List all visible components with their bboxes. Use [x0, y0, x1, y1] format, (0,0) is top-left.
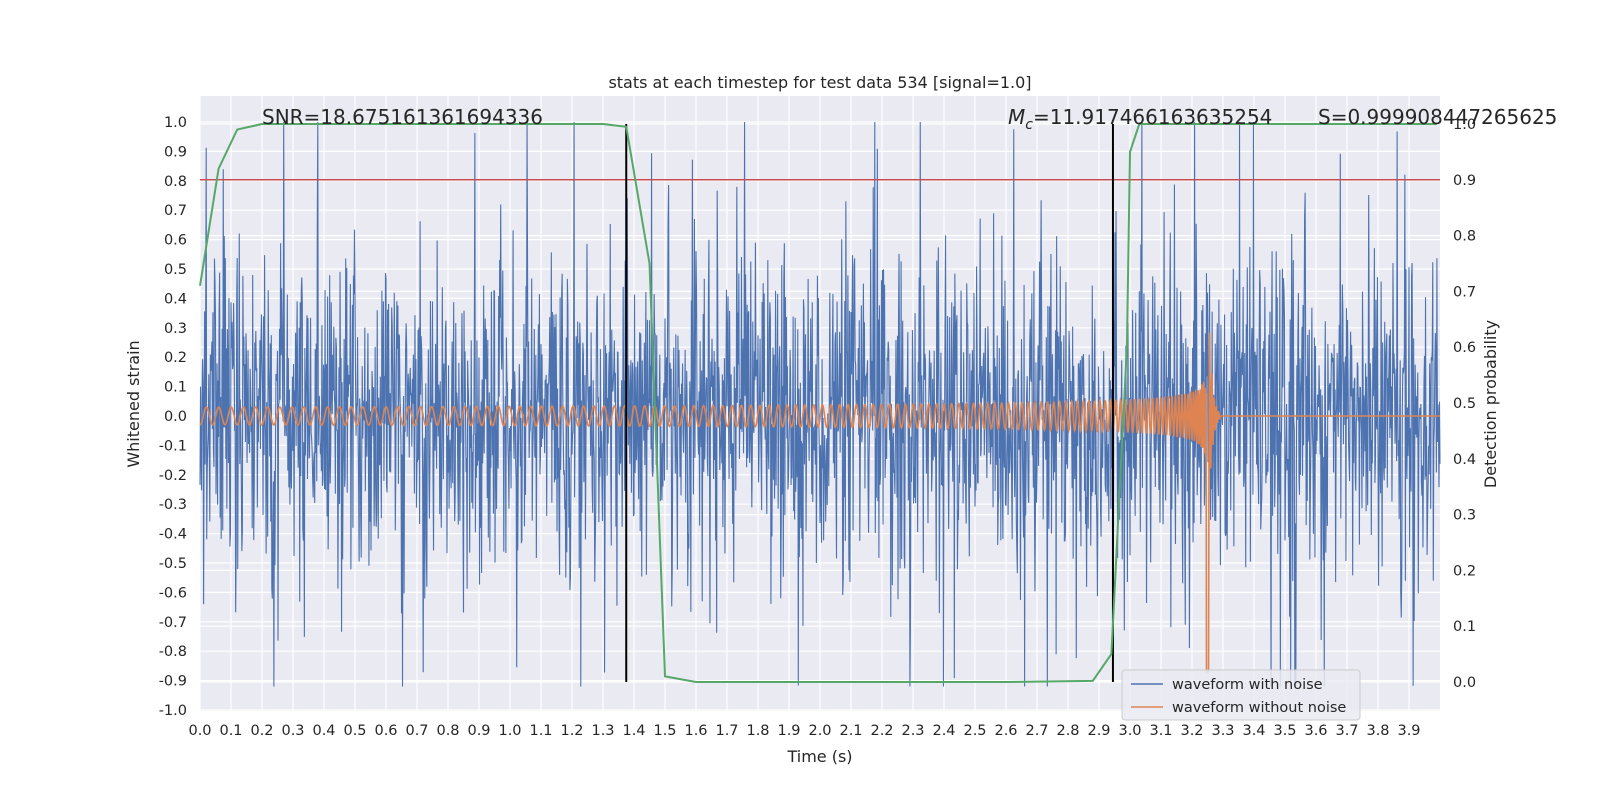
- y-tick-label: 0.0: [164, 409, 187, 425]
- y-right-tick-label: 0.1: [1453, 619, 1476, 635]
- x-tick-label: 0.0: [188, 723, 211, 739]
- y-tick-label: -0.8: [159, 644, 187, 660]
- y-right-tick-label: 0.0: [1453, 675, 1476, 691]
- x-tick-label: 2.4: [932, 723, 955, 739]
- y-right-tick-label: 0.6: [1453, 340, 1476, 356]
- x-tick-label: 2.5: [963, 723, 986, 739]
- y-tick-label: -0.6: [159, 585, 187, 601]
- x-tick-label: 0.7: [405, 723, 428, 739]
- x-tick-label: 3.3: [1211, 723, 1234, 739]
- series-layer: [199, 121, 1441, 687]
- x-tick-label: 3.1: [1149, 723, 1172, 739]
- x-tick-label: 2.6: [994, 723, 1017, 739]
- y-tick-label: 0.1: [164, 380, 187, 396]
- y-tick-label: 0.4: [164, 291, 187, 307]
- x-tick-label: 3.0: [1118, 723, 1141, 739]
- x-tick-label: 3.6: [1304, 723, 1327, 739]
- x-tick-label: 1.2: [560, 723, 583, 739]
- x-tick-label: 1.8: [746, 723, 769, 739]
- y-right-tick-label: 0.3: [1453, 508, 1476, 524]
- x-tick-label: 2.7: [1025, 723, 1048, 739]
- y-right-tick-label: 0.9: [1453, 173, 1476, 189]
- y-right-tick-label: 0.2: [1453, 563, 1476, 579]
- x-tick-label: 3.4: [1242, 723, 1265, 739]
- x-tick-label: 1.5: [653, 723, 676, 739]
- chirp-mass-annotation: Mc=11.917466163635254: [1008, 105, 1272, 133]
- y-right-tick-label: 0.5: [1453, 396, 1476, 412]
- x-tick-label: 1.9: [777, 723, 800, 739]
- mc-subscript: c: [1025, 117, 1033, 133]
- y-tick-label: 1.0: [164, 115, 187, 131]
- x-tick-label: 3.2: [1180, 723, 1203, 739]
- y-tick-label: -0.2: [159, 468, 187, 484]
- x-tick-label: 2.8: [1056, 723, 1079, 739]
- x-tick-label: 0.9: [467, 723, 490, 739]
- legend-box: [1121, 669, 1361, 721]
- y-tick-label: -1.0: [159, 703, 187, 719]
- mc-value: =11.917466163635254: [1033, 105, 1272, 129]
- y-tick-label: -0.7: [159, 615, 187, 631]
- x-tick-label: 0.1: [219, 723, 242, 739]
- y-tick-label: 0.6: [164, 233, 187, 249]
- x-tick-label: 1.0: [498, 723, 521, 739]
- y-tick-label: 0.5: [164, 262, 187, 278]
- x-tick-label: 3.8: [1366, 723, 1389, 739]
- x-tick-label: 2.9: [1087, 723, 1110, 739]
- y-tick-label: 0.2: [164, 350, 187, 366]
- clean-waveform-line: [199, 332, 1440, 673]
- y-right-tick-label: 1.0: [1453, 117, 1476, 133]
- x-tick-label: 1.4: [622, 723, 645, 739]
- snr-annotation: SNR=18.675161361694336: [262, 105, 543, 129]
- x-tick-label: 0.6: [374, 723, 397, 739]
- y-right-tick-label: 0.4: [1453, 452, 1476, 468]
- mc-symbol: M: [1008, 105, 1025, 129]
- y-tick-label: 0.7: [164, 203, 187, 219]
- x-tick-label: 1.1: [529, 723, 552, 739]
- y-axis-right-label: Detection probability: [1481, 320, 1500, 488]
- y-tick-label: 0.3: [164, 321, 187, 337]
- chart-title: stats at each timestep for test data 534…: [608, 73, 1031, 92]
- y-tick-label: 0.9: [164, 144, 187, 160]
- x-tick-label: 0.3: [281, 723, 304, 739]
- legend-label-clean: waveform without noise: [1172, 700, 1346, 716]
- x-tick-label: 1.3: [591, 723, 614, 739]
- y-tick-label: -0.9: [159, 674, 187, 690]
- y-tick-label: 0.8: [164, 174, 187, 190]
- x-tick-label: 3.7: [1335, 723, 1358, 739]
- x-tick-label: 0.4: [312, 723, 335, 739]
- detection-probability-line: [199, 123, 1437, 683]
- x-tick-label: 2.2: [870, 723, 893, 739]
- noisy-waveform-line: [199, 121, 1441, 687]
- x-tick-label: 0.5: [343, 723, 366, 739]
- ticks-layer: 0.0 0.1 0.2 0.3 0.4 0.5 0.6 0.7 0.8 0.9 1.0 1.1 1.2 1…: [159, 115, 1476, 739]
- y-tick-label: -0.3: [159, 497, 187, 513]
- x-tick-label: 3.5: [1273, 723, 1296, 739]
- x-tick-label: 1.6: [684, 723, 707, 739]
- y-tick-label: -0.4: [159, 527, 187, 543]
- y-right-tick-label: 0.7: [1453, 284, 1476, 300]
- y-right-tick-label: 0.8: [1453, 229, 1476, 245]
- x-tick-label: 3.9: [1397, 723, 1420, 739]
- x-tick-label: 0.2: [250, 723, 273, 739]
- legend: waveform with noise waveform without noi…: [1121, 669, 1361, 721]
- s-annotation: S=0.999908447265625: [1318, 105, 1557, 129]
- y-axis-label: Whitened strain: [124, 340, 143, 467]
- y-tick-label: -0.1: [159, 438, 187, 454]
- y-tick-label: -0.5: [159, 556, 187, 572]
- legend-label-noise: waveform with noise: [1172, 677, 1323, 693]
- x-tick-label: 1.7: [715, 723, 738, 739]
- x-tick-label: 2.1: [839, 723, 862, 739]
- x-tick-label: 2.3: [901, 723, 924, 739]
- x-axis-label: Time (s): [786, 747, 852, 766]
- x-tick-label: 2.0: [808, 723, 831, 739]
- x-tick-label: 0.8: [436, 723, 459, 739]
